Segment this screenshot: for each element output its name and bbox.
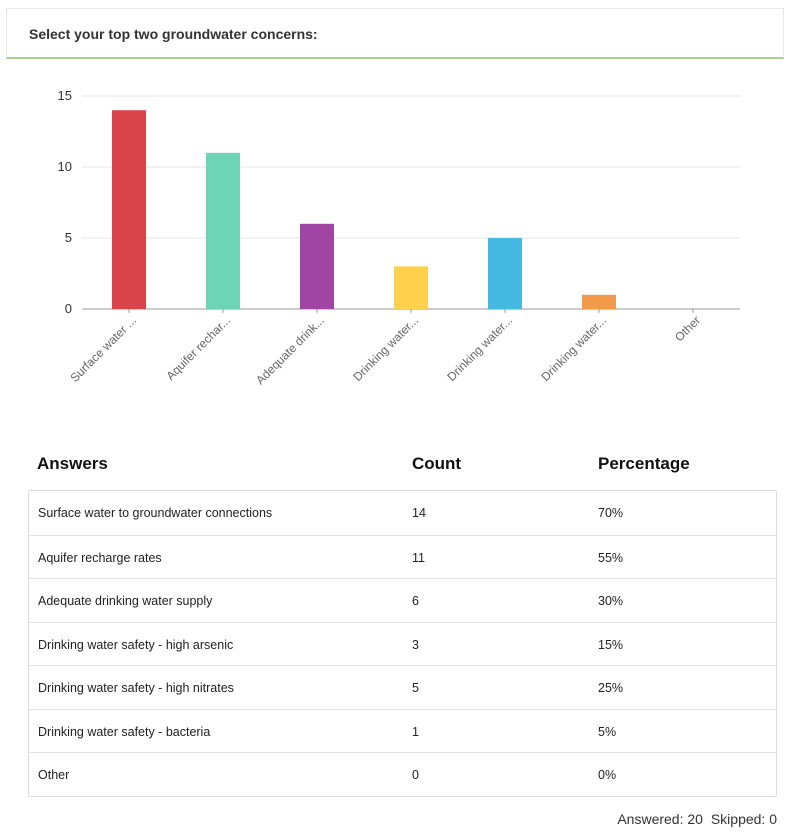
count-cell: 3 — [412, 637, 419, 652]
table-row: Aquifer recharge rates 11 55% — [29, 534, 776, 579]
bar[interactable] — [582, 294, 616, 309]
answer-cell: Drinking water safety - high arsenic — [38, 637, 234, 652]
table-row: Other 0 0% — [29, 752, 776, 796]
count-cell: 0 — [412, 768, 419, 782]
category-label: Aquifer rechar... — [163, 313, 233, 383]
percentage-cell: 5% — [598, 724, 617, 739]
bar[interactable] — [206, 152, 240, 309]
bar[interactable] — [112, 110, 146, 309]
percentage-cell: 0% — [598, 768, 617, 782]
bar[interactable] — [488, 238, 522, 309]
category-label: Drinking water... — [350, 313, 421, 384]
answer-cell: Adequate drinking water supply — [38, 594, 213, 608]
category-label: Adequate drink... — [253, 313, 327, 387]
table-row: Adequate drinking water supply 6 30% — [29, 578, 776, 622]
count-cell: 14 — [412, 506, 426, 520]
question-header: Select your top two groundwater concerns… — [6, 8, 784, 59]
percentage-cell: 30% — [598, 594, 624, 608]
bar-chart-svg: 0 5 10 15 Surface water ... Aquifer rechar...… — [58, 88, 740, 387]
bar[interactable] — [394, 266, 428, 309]
question-title: Select your top two groundwater concerns… — [29, 26, 318, 42]
header-percentage: Percentage — [598, 454, 690, 473]
table-row: Drinking water safety - bacteria 1 5% — [29, 708, 776, 753]
count-cell: 11 — [412, 550, 425, 565]
percentage-cell: 25% — [598, 681, 624, 695]
category-label: Drinking water... — [444, 313, 515, 384]
skipped-count: Skipped: 0 — [710, 811, 777, 827]
answer-cell: Surface water to groundwater connections — [38, 506, 273, 520]
answered-count: Answered: 20 — [617, 811, 703, 827]
table-body: Surface water to groundwater connections… — [28, 490, 777, 797]
header-answers: Answers — [37, 454, 108, 473]
percentage-cell: 55% — [598, 550, 624, 565]
bar[interactable] — [300, 223, 334, 309]
bar-chart: 0 5 10 15 Surface water ... Aquifer rechar...… — [0, 60, 791, 435]
table-header: Answers Count Percentage — [28, 440, 777, 490]
table-row: Drinking water safety - high nitrates 5 … — [29, 665, 776, 709]
answer-cell: Drinking water safety - high nitrates — [38, 681, 234, 695]
answer-cell: Other — [38, 768, 70, 782]
answer-cell: Drinking water safety - bacteria — [38, 724, 211, 739]
category-label: Other — [672, 313, 703, 344]
header-count: Count — [412, 454, 462, 473]
results-table: Answers Count Percentage Surface water t… — [28, 440, 777, 797]
y-tick-label: 10 — [58, 159, 72, 174]
answer-cell: Aquifer recharge rates — [38, 550, 162, 565]
count-cell: 6 — [412, 594, 419, 608]
y-tick-label: 0 — [65, 301, 72, 316]
y-tick-label: 15 — [58, 88, 72, 103]
table-row: Drinking water safety - high arsenic 3 1… — [29, 621, 776, 666]
bar[interactable] — [676, 308, 710, 309]
percentage-cell: 70% — [598, 506, 624, 520]
percentage-cell: 15% — [598, 637, 624, 652]
count-cell: 1 — [412, 724, 419, 739]
count-cell: 5 — [412, 681, 419, 695]
y-tick-label: 5 — [65, 230, 72, 245]
category-label: Surface water ... — [67, 313, 139, 385]
response-summary: Answered: 20 Skipped: 0 — [613, 811, 777, 827]
category-label: Drinking water... — [538, 313, 609, 384]
table-row: Surface water to groundwater connections… — [29, 491, 776, 535]
